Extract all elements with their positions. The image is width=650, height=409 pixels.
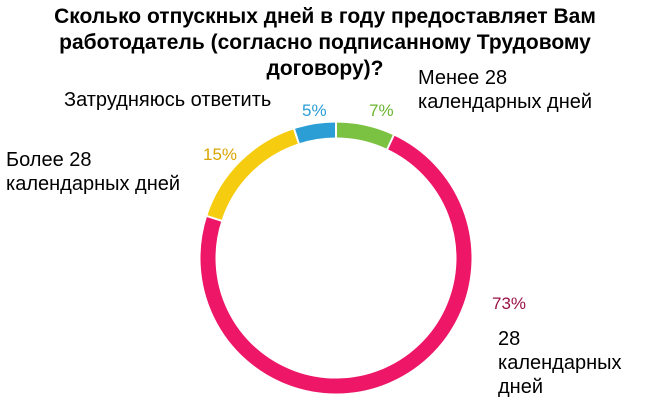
value-label-more-28: 15% (203, 145, 238, 164)
category-label-less-28: Менее 28 календарных дней (418, 67, 593, 113)
donut-segment-less-28 (335, 122, 394, 150)
category-label-unsure: Затрудняюсь ответить (64, 89, 272, 111)
donut-segment-28 (200, 135, 472, 394)
donut-segment-more-28 (207, 129, 299, 221)
value-label-unsure: 5% (302, 101, 327, 120)
value-label-28: 73% (492, 294, 527, 313)
segment-separator (199, 212, 229, 225)
chart-title: Сколько отпускных дней в году предоставл… (54, 5, 596, 80)
donut-segment-unsure (294, 122, 337, 144)
segment-separator (290, 121, 303, 151)
category-label-28: 28 календарных дней (498, 328, 622, 398)
value-label-less-28: 7% (369, 101, 394, 120)
category-label-more-28: Более 28 календарных дней (6, 149, 181, 195)
segment-separator (383, 128, 398, 157)
